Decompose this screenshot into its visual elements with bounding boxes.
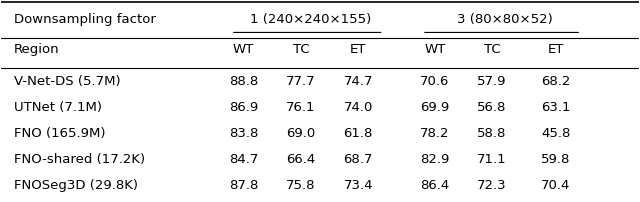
Text: 74.7: 74.7 <box>344 75 373 87</box>
Text: 3 (80×80×52): 3 (80×80×52) <box>457 13 553 26</box>
Text: Downsampling factor: Downsampling factor <box>14 13 156 26</box>
Text: 86.9: 86.9 <box>229 101 258 114</box>
Text: WT: WT <box>233 43 254 56</box>
Text: 70.6: 70.6 <box>420 75 449 87</box>
Text: TC: TC <box>292 43 309 56</box>
Text: 76.1: 76.1 <box>286 101 316 114</box>
Text: 82.9: 82.9 <box>420 152 449 165</box>
Text: Region: Region <box>14 43 60 56</box>
Text: 66.4: 66.4 <box>286 152 316 165</box>
Text: 45.8: 45.8 <box>541 126 570 139</box>
Text: 57.9: 57.9 <box>477 75 507 87</box>
Text: 68.7: 68.7 <box>344 152 373 165</box>
Text: 61.8: 61.8 <box>344 126 373 139</box>
Text: 83.8: 83.8 <box>229 126 258 139</box>
Text: 69.9: 69.9 <box>420 101 449 114</box>
Text: 84.7: 84.7 <box>229 152 258 165</box>
Text: 75.8: 75.8 <box>286 178 316 191</box>
Text: 56.8: 56.8 <box>477 101 507 114</box>
Text: 73.4: 73.4 <box>344 178 373 191</box>
Text: 71.1: 71.1 <box>477 152 507 165</box>
Text: 87.8: 87.8 <box>229 178 258 191</box>
Text: UTNet (7.1M): UTNet (7.1M) <box>14 101 102 114</box>
Text: 63.1: 63.1 <box>541 101 570 114</box>
Text: 88.8: 88.8 <box>229 75 258 87</box>
Text: 78.2: 78.2 <box>420 126 449 139</box>
Text: 86.4: 86.4 <box>420 178 449 191</box>
Text: 72.3: 72.3 <box>477 178 507 191</box>
Text: 68.2: 68.2 <box>541 75 570 87</box>
Text: FNO-shared (17.2K): FNO-shared (17.2K) <box>14 152 145 165</box>
Text: 77.7: 77.7 <box>286 75 316 87</box>
Text: 69.0: 69.0 <box>286 126 316 139</box>
Text: WT: WT <box>424 43 445 56</box>
Text: 74.0: 74.0 <box>344 101 373 114</box>
Text: 58.8: 58.8 <box>477 126 507 139</box>
Text: FNO (165.9M): FNO (165.9M) <box>14 126 106 139</box>
Text: FNOSeg3D (29.8K): FNOSeg3D (29.8K) <box>14 178 138 191</box>
Text: 59.8: 59.8 <box>541 152 570 165</box>
Text: 1 (240×240×155): 1 (240×240×155) <box>250 13 371 26</box>
Text: 70.4: 70.4 <box>541 178 570 191</box>
Text: ET: ET <box>350 43 367 56</box>
Text: ET: ET <box>548 43 564 56</box>
Text: TC: TC <box>484 43 500 56</box>
Text: V-Net-DS (5.7M): V-Net-DS (5.7M) <box>14 75 121 87</box>
